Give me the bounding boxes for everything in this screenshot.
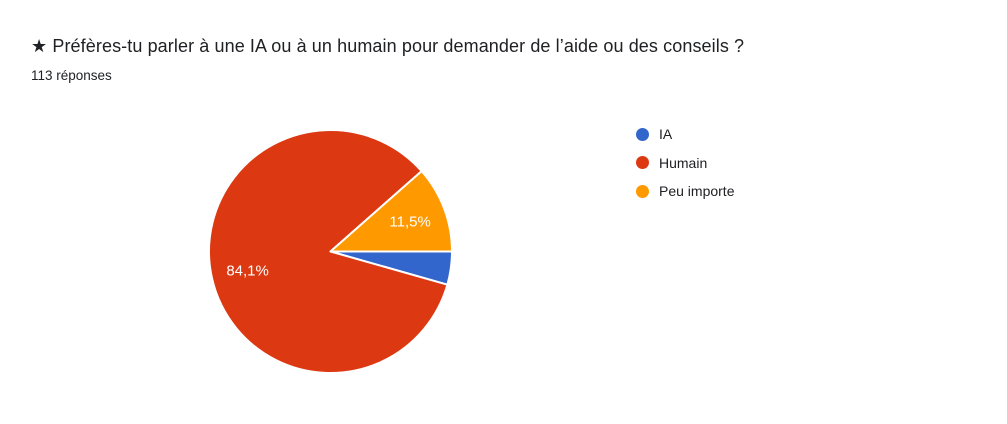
legend-dot-humain	[636, 156, 649, 169]
slice-label-humain: 84,1%	[226, 262, 269, 279]
pie-chart: 84,1% 11,5%	[208, 129, 453, 374]
legend-item-ia: IA	[636, 126, 734, 142]
legend-dot-ia	[636, 127, 649, 141]
legend-item-humain: Humain	[636, 155, 734, 171]
legend-label-peu-importe: Peu importe	[659, 183, 735, 199]
legend-label-humain: Humain	[659, 154, 708, 171]
legend-label-ia: IA	[659, 126, 673, 142]
slice-label-peu-importe: 11,5%	[389, 213, 430, 230]
chart-legend: IA Humain Peu importe	[636, 126, 734, 212]
legend-item-peu-importe: Peu importe	[636, 183, 734, 199]
response-count: 113 réponses	[31, 68, 112, 83]
pie-slice-peu-importe[interactable]	[329, 170, 453, 253]
legend-dot-peu-importe	[636, 184, 649, 198]
question-title: ★ Préfères-tu parler à une IA ou à un hu…	[31, 36, 745, 56]
pie-slice-humain[interactable]	[208, 129, 449, 374]
